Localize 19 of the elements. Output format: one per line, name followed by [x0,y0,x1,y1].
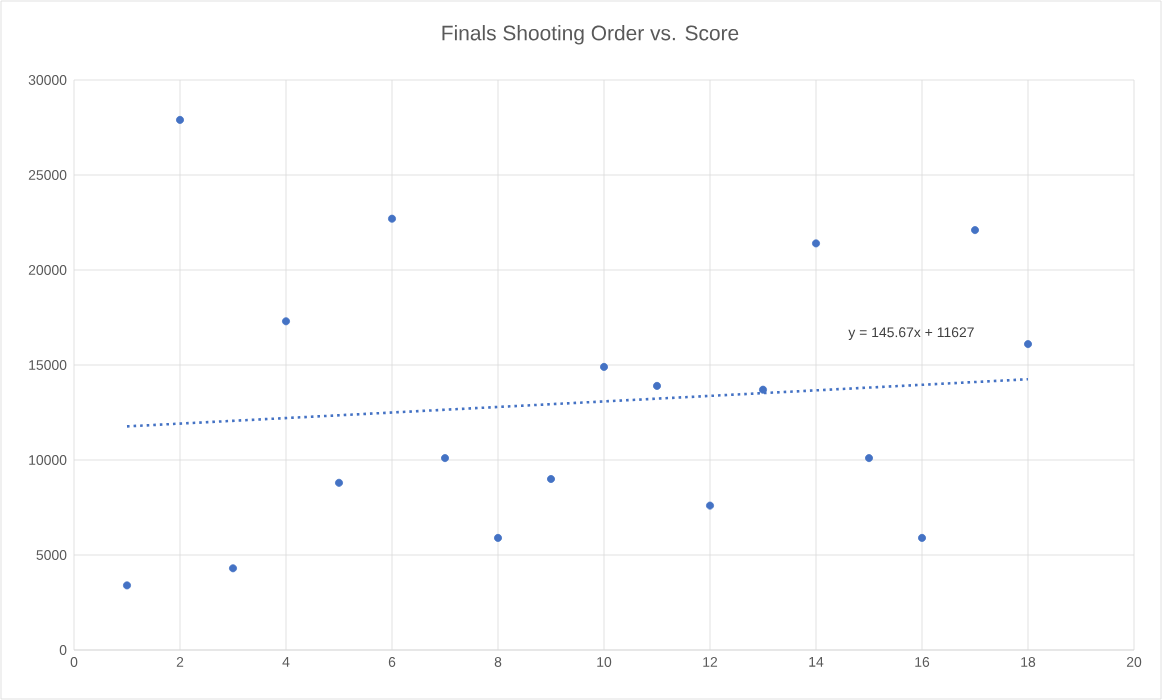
point [282,317,290,326]
point [123,581,131,590]
point [706,501,714,510]
point [494,533,502,542]
point [918,533,926,542]
point [1024,340,1032,349]
point [759,385,767,394]
point [176,115,184,124]
chart-title: Finals Shooting Order vs. Score [442,25,739,45]
point [971,226,979,235]
point [441,454,449,463]
point [812,239,820,248]
point [335,478,343,487]
point [388,214,396,223]
point [229,564,237,573]
point [600,362,608,371]
point [653,381,661,390]
point [865,454,873,463]
point [547,475,555,483]
